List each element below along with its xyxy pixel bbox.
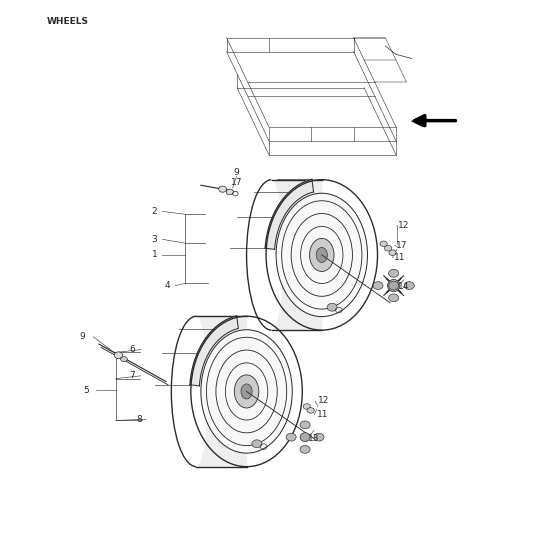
Polygon shape xyxy=(190,316,239,386)
Ellipse shape xyxy=(389,294,399,302)
Polygon shape xyxy=(265,179,314,249)
Ellipse shape xyxy=(316,248,328,263)
Ellipse shape xyxy=(380,241,388,246)
Text: 3: 3 xyxy=(152,235,157,244)
Text: 1: 1 xyxy=(152,250,157,259)
Ellipse shape xyxy=(216,350,277,433)
Ellipse shape xyxy=(307,408,314,413)
Ellipse shape xyxy=(301,226,343,283)
Polygon shape xyxy=(197,316,246,466)
Text: 6: 6 xyxy=(129,345,135,354)
Text: 14: 14 xyxy=(398,282,409,291)
Text: 2: 2 xyxy=(152,207,157,216)
Ellipse shape xyxy=(389,281,399,290)
Ellipse shape xyxy=(207,337,287,446)
Ellipse shape xyxy=(310,239,334,272)
Text: 17: 17 xyxy=(396,241,407,250)
Ellipse shape xyxy=(286,433,296,441)
Ellipse shape xyxy=(291,213,352,296)
Ellipse shape xyxy=(219,186,226,192)
Ellipse shape xyxy=(234,375,259,408)
Ellipse shape xyxy=(201,330,292,453)
Text: 11: 11 xyxy=(394,253,405,262)
Ellipse shape xyxy=(241,384,252,399)
Ellipse shape xyxy=(314,433,324,441)
Text: 11: 11 xyxy=(316,410,328,419)
Ellipse shape xyxy=(225,363,268,420)
Ellipse shape xyxy=(389,269,399,277)
Ellipse shape xyxy=(389,250,396,255)
Ellipse shape xyxy=(385,245,392,251)
Ellipse shape xyxy=(373,282,383,290)
Text: 9: 9 xyxy=(234,168,240,177)
Text: 12: 12 xyxy=(398,221,409,230)
Ellipse shape xyxy=(226,189,234,195)
Text: 9: 9 xyxy=(80,332,85,342)
Ellipse shape xyxy=(276,193,367,316)
Text: 8: 8 xyxy=(137,415,142,424)
Ellipse shape xyxy=(388,279,400,292)
Text: 12: 12 xyxy=(318,396,329,405)
Ellipse shape xyxy=(300,421,310,429)
Text: 13: 13 xyxy=(307,435,319,444)
Polygon shape xyxy=(272,180,322,330)
Text: 5: 5 xyxy=(83,386,89,395)
Text: 7: 7 xyxy=(129,371,135,380)
Text: WHEELS: WHEELS xyxy=(47,17,89,26)
Ellipse shape xyxy=(303,404,310,409)
Text: 17: 17 xyxy=(231,178,242,187)
Ellipse shape xyxy=(114,352,123,358)
Ellipse shape xyxy=(252,440,262,447)
Ellipse shape xyxy=(300,446,310,453)
Ellipse shape xyxy=(120,357,127,362)
Ellipse shape xyxy=(404,282,414,290)
Ellipse shape xyxy=(327,304,337,311)
Text: 4: 4 xyxy=(165,281,170,290)
Ellipse shape xyxy=(300,433,310,442)
Ellipse shape xyxy=(282,201,362,309)
